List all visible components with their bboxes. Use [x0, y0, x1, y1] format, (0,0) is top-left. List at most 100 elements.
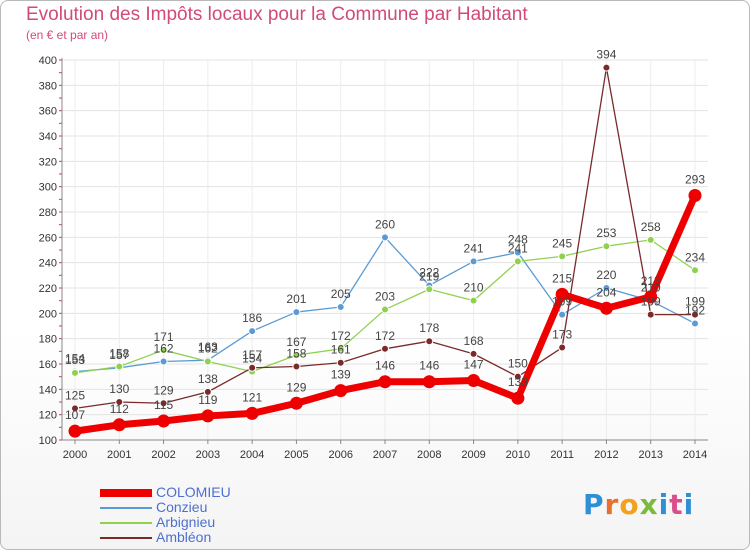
- data-label: 138: [198, 372, 218, 386]
- data-point: [467, 373, 481, 387]
- data-label: 162: [198, 341, 218, 355]
- y-tick-label: 220: [39, 283, 57, 295]
- x-tick-label: 2007: [373, 449, 397, 461]
- data-label: 154: [242, 352, 262, 366]
- data-label: 213: [641, 274, 661, 288]
- data-point: [201, 409, 215, 423]
- x-tick-label: 2012: [594, 449, 618, 461]
- data-label: 129: [154, 383, 174, 397]
- y-tick-label: 360: [39, 106, 57, 118]
- y-tick-label: 180: [39, 334, 57, 346]
- data-point: [245, 406, 259, 420]
- data-label: 258: [641, 220, 661, 234]
- y-tick-label: 160: [39, 359, 57, 371]
- data-point: [469, 296, 478, 305]
- legend-swatch: [100, 489, 152, 497]
- data-label: 248: [508, 233, 528, 247]
- data-label: 394: [596, 48, 616, 62]
- data-point: [558, 252, 567, 261]
- data-point: [555, 287, 569, 301]
- data-label: 203: [375, 290, 395, 304]
- data-point: [688, 189, 702, 203]
- data-label: 147: [464, 357, 484, 371]
- data-point: [248, 363, 257, 372]
- data-label: 112: [110, 402, 129, 416]
- y-tick-label: 140: [39, 384, 57, 396]
- data-point: [469, 349, 478, 358]
- data-label: 293: [685, 173, 705, 187]
- data-label: 153: [65, 353, 85, 367]
- data-label: 139: [331, 368, 351, 382]
- y-tick-label: 380: [39, 80, 57, 92]
- x-tick-label: 2013: [638, 449, 662, 461]
- data-label: 253: [596, 226, 616, 240]
- data-label: 162: [154, 341, 174, 355]
- data-label: 115: [154, 398, 173, 412]
- data-label: 222: [419, 265, 439, 279]
- data-label: 163: [198, 340, 218, 354]
- data-label: 107: [65, 408, 85, 422]
- data-point: [558, 310, 567, 319]
- data-label: 220: [596, 268, 616, 282]
- data-label: 201: [286, 292, 306, 306]
- x-tick-label: 2006: [328, 449, 352, 461]
- data-point: [157, 414, 171, 428]
- x-tick-label: 2001: [107, 449, 131, 461]
- data-label: 158: [286, 347, 306, 361]
- data-point: [691, 310, 699, 319]
- data-point: [336, 344, 345, 353]
- y-tick-label: 400: [39, 55, 57, 67]
- data-label: 210: [464, 281, 484, 295]
- series-layer: [68, 63, 702, 438]
- x-tick-label: 2009: [461, 449, 485, 461]
- data-point: [112, 418, 126, 432]
- data-point: [159, 357, 168, 366]
- data-label: 125: [65, 388, 85, 402]
- x-tick-label: 2011: [550, 449, 574, 461]
- data-point: [292, 351, 301, 360]
- legend-swatch: [100, 522, 152, 524]
- data-label: 173: [552, 328, 572, 342]
- data-point: [381, 233, 389, 242]
- data-label: 199: [641, 295, 661, 309]
- data-point: [115, 398, 124, 406]
- data-label: 172: [375, 329, 395, 343]
- data-point: [203, 387, 212, 396]
- data-label: 205: [331, 287, 351, 301]
- y-tick-label: 240: [39, 258, 57, 270]
- y-tick-label: 340: [39, 131, 57, 143]
- data-label: 161: [331, 343, 351, 357]
- x-tick-label: 2005: [284, 449, 308, 461]
- legend-swatch: [100, 507, 152, 509]
- legend-label: Ambléon: [156, 529, 212, 545]
- data-label: 172: [331, 329, 351, 343]
- data-label: 199: [685, 295, 705, 309]
- data-label: 154: [65, 352, 85, 366]
- data-point: [469, 257, 478, 266]
- data-label: 168: [464, 334, 484, 348]
- data-point: [71, 404, 79, 413]
- data-label: 219: [419, 269, 439, 283]
- data-point: [159, 346, 168, 355]
- x-tick-label: 2004: [240, 449, 264, 461]
- data-label: 241: [508, 241, 528, 255]
- data-label: 192: [685, 303, 705, 317]
- data-point: [513, 257, 522, 266]
- data-label: 158: [109, 347, 129, 361]
- data-label: 146: [419, 359, 439, 373]
- data-point: [289, 396, 303, 410]
- y-tick-label: 120: [39, 410, 57, 422]
- data-point: [602, 284, 611, 292]
- data-label: 241: [464, 241, 484, 255]
- series-ambléon: [71, 63, 699, 413]
- x-tick-label: 2000: [63, 449, 87, 461]
- data-point: [513, 248, 522, 257]
- data-point: [602, 63, 611, 72]
- y-tick-label: 100: [39, 435, 57, 447]
- y-tick-label: 260: [39, 232, 57, 244]
- data-label: 157: [242, 348, 262, 362]
- y-tick-label: 200: [39, 308, 57, 320]
- y-tick-label: 280: [39, 207, 57, 219]
- x-tick-label: 2002: [151, 449, 175, 461]
